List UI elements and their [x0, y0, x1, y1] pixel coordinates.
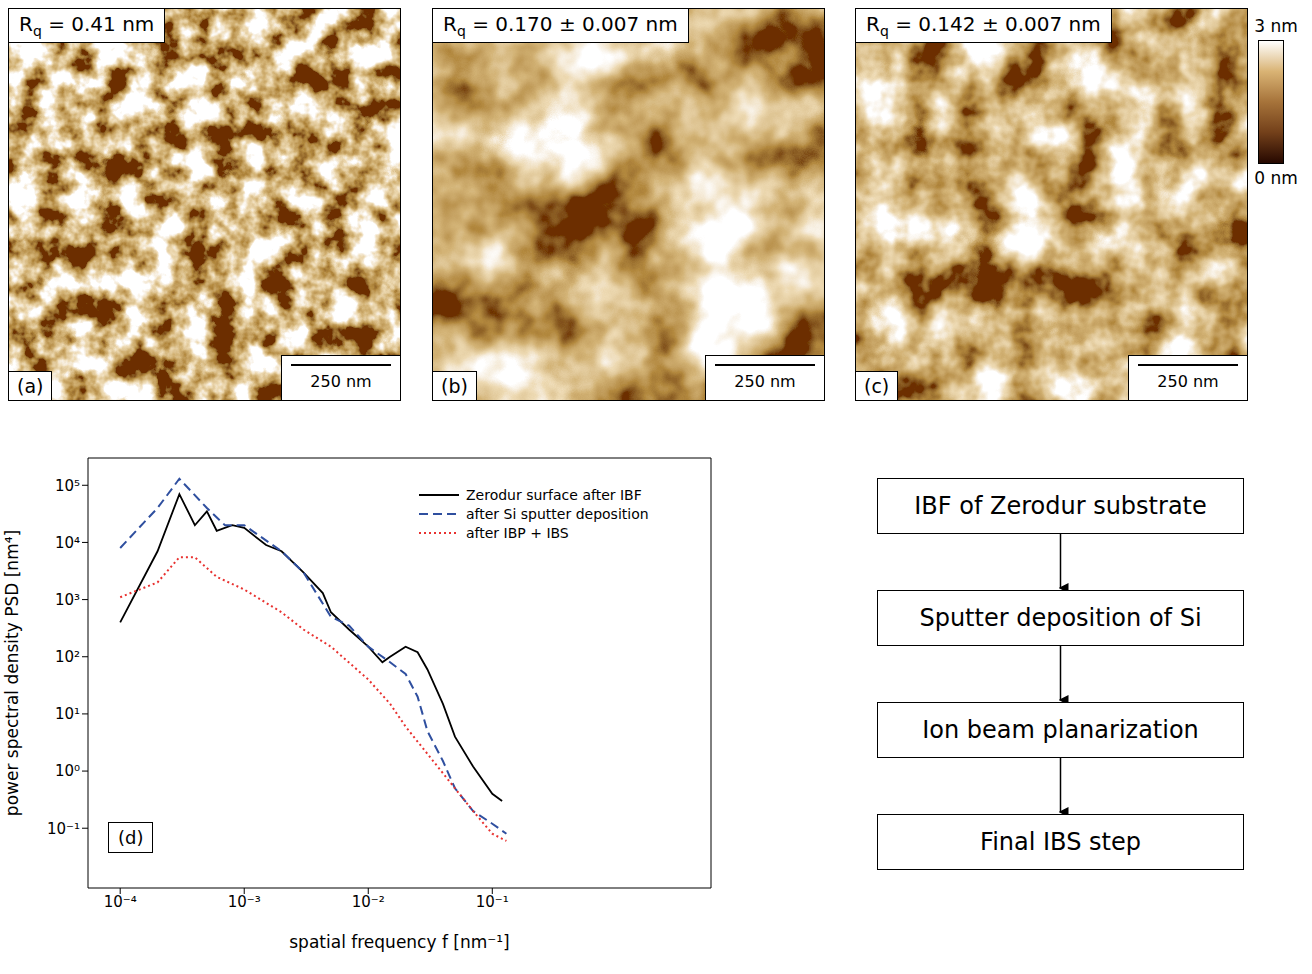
html-text:Zerodur surface after IBF: Zerodur surface after IBF [466, 486, 642, 503]
html-text:Final IBS step: Final IBS step [980, 828, 1141, 856]
svg-text:10⁵: 10⁵ [55, 477, 80, 495]
html-text:after Si sputter deposition: after Si sputter deposition [466, 505, 649, 522]
html-text:(b): (b) [441, 375, 468, 397]
html-text:0 nm: 0 nm [1254, 168, 1298, 188]
svg-text:10¹: 10¹ [55, 705, 80, 723]
html-text:(d): (d) [118, 827, 144, 848]
html-text:(c): (c) [864, 375, 890, 397]
html-text:250 nm: 250 nm [310, 372, 372, 391]
html-text:250 nm: 250 nm [734, 372, 796, 391]
svg-text:10⁴: 10⁴ [55, 534, 80, 552]
svg-text:10⁻³: 10⁻³ [228, 893, 261, 911]
svg-text:10⁻⁴: 10⁻⁴ [104, 893, 137, 911]
svg-text:10⁻²: 10⁻² [352, 893, 385, 911]
svg-text:spatial frequency f [nm⁻¹]: spatial frequency f [nm⁻¹] [289, 932, 509, 952]
html-text:(a): (a) [17, 375, 44, 397]
html-text:Sputter deposition of Si: Sputter deposition of Si [919, 604, 1202, 632]
svg-text:10²: 10² [55, 648, 80, 666]
html-text:Rq= 0.170 ± 0.007 nm: Rq= 0.170 ± 0.007 nm [443, 12, 678, 39]
html-text:Ion beam planarization: Ion beam planarization [922, 716, 1199, 744]
html-text:3 nm: 3 nm [1254, 16, 1298, 36]
html-text:IBF of Zerodur substrate: IBF of Zerodur substrate [914, 492, 1207, 520]
html-text:250 nm: 250 nm [1157, 372, 1219, 391]
svg-text:10⁻¹: 10⁻¹ [47, 820, 80, 838]
svg-text:10³: 10³ [55, 591, 80, 609]
html-text:Rq= 0.142 ± 0.007 nm: Rq= 0.142 ± 0.007 nm [866, 12, 1101, 39]
html-text:after IBP + IBS: after IBP + IBS [466, 524, 569, 541]
html-text:Rq= 0.41 nm: Rq= 0.41 nm [19, 12, 155, 39]
svg-text:10⁰: 10⁰ [55, 762, 80, 780]
svg-text:power spectral density PSD [nm: power spectral density PSD [nm⁴] [2, 530, 22, 816]
svg-text:10⁻¹: 10⁻¹ [476, 893, 509, 911]
